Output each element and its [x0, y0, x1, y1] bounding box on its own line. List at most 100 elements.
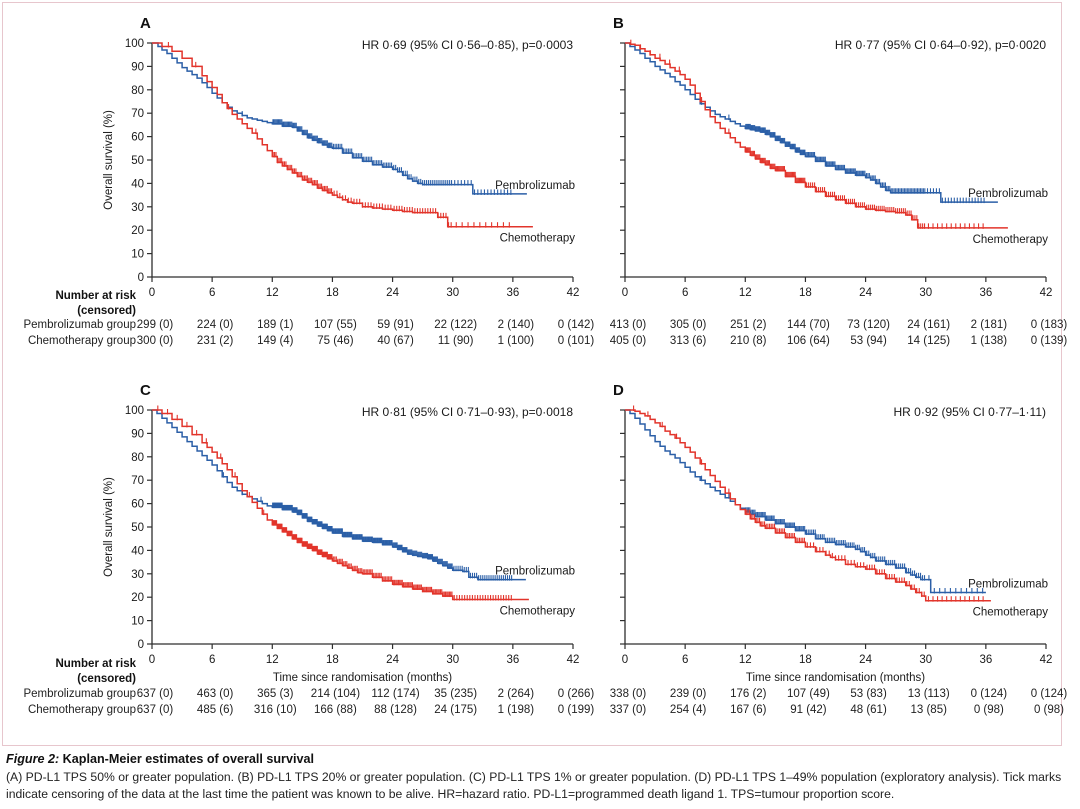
panel-D-chemotherapy-curve [625, 409, 991, 602]
x-tick-label: 36 [506, 287, 519, 299]
risk-value: 231 (2) [196, 335, 234, 347]
panel-letter: B [613, 15, 624, 32]
x-tick-label: 18 [799, 287, 812, 299]
risk-value: 1 (100) [497, 335, 535, 347]
risk-value: 214 (104) [310, 688, 361, 700]
risk-value: 48 (61) [850, 704, 887, 716]
hr-annotation: HR 0·77 (95% CI 0·64–0·92), p=0·0020 [835, 38, 1046, 52]
risk-header-line1: Number at risk [55, 290, 136, 302]
x-tick-label: 42 [1040, 654, 1053, 666]
risk-value: 239 (0) [669, 688, 707, 700]
x-tick-label: 36 [979, 287, 992, 299]
y-tick-label: 40 [131, 178, 144, 190]
risk-value: 637 (0) [136, 688, 174, 700]
x-tick-label: 30 [446, 654, 459, 666]
risk-value: 73 (120) [847, 319, 890, 331]
risk-value: 0 (98) [1033, 704, 1065, 716]
hr-annotation: HR 0·69 (95% CI 0·56–0·85), p=0·0003 [362, 38, 573, 52]
risk-value: 337 (0) [609, 704, 647, 716]
x-tick-label: 6 [682, 654, 688, 666]
x-axis-title: Time since randomisation (months) [746, 672, 925, 684]
x-tick-label: 0 [149, 287, 155, 299]
caption-title-text: Kaplan-Meier estimates of overall surviv… [59, 752, 314, 766]
risk-value: 251 (2) [730, 319, 767, 331]
x-tick-label: 6 [209, 287, 215, 299]
x-tick-label: 24 [386, 287, 399, 299]
curve-label-pembrolizumab: Pembrolizumab [495, 180, 575, 192]
risk-value: 299 (0) [136, 319, 174, 331]
risk-value: 88 (128) [374, 704, 417, 716]
figure-caption: Figure 2: Kaplan-Meier estimates of over… [6, 751, 1074, 802]
risk-value: 106 (64) [787, 335, 830, 347]
risk-value: 24 (175) [434, 704, 478, 716]
risk-value: 0 (124) [1030, 688, 1068, 700]
panel-B-chemotherapy-curve [625, 42, 1008, 229]
risk-value: 75 (46) [317, 335, 354, 347]
panel-letter: D [613, 382, 624, 399]
risk-row-label: Chemotherapy group [27, 704, 136, 716]
x-tick-label: 36 [506, 654, 519, 666]
risk-value: 0 (101) [557, 335, 595, 347]
risk-value: 22 (122) [434, 319, 478, 331]
risk-value: 40 (67) [377, 335, 414, 347]
x-tick-label: 6 [682, 287, 688, 299]
x-tick-label: 12 [266, 654, 279, 666]
risk-value: 305 (0) [669, 319, 707, 331]
x-tick-label: 0 [149, 654, 155, 666]
y-tick-label: 60 [131, 132, 144, 144]
y-tick-label: 100 [125, 405, 144, 417]
y-tick-label: 0 [138, 639, 144, 651]
risk-value: 2 (264) [497, 688, 535, 700]
risk-value: 1 (198) [497, 704, 535, 716]
y-tick-label: 60 [131, 499, 144, 511]
risk-value: 0 (124) [970, 688, 1008, 700]
y-tick-label: 20 [131, 592, 144, 604]
hr-annotation: HR 0·81 (95% CI 0·71–0·93), p=0·0018 [362, 405, 573, 419]
risk-value: 2 (140) [497, 319, 535, 331]
caption-body: (A) PD-L1 TPS 50% or greater population.… [6, 770, 1062, 801]
x-tick-label: 24 [859, 287, 872, 299]
risk-value: 637 (0) [136, 704, 174, 716]
x-tick-label: 0 [622, 654, 628, 666]
risk-value: 405 (0) [609, 335, 647, 347]
risk-value: 107 (49) [787, 688, 830, 700]
y-tick-label: 0 [138, 272, 144, 284]
y-tick-label: 70 [131, 108, 144, 120]
risk-value: 149 (4) [257, 335, 294, 347]
y-tick-label: 70 [131, 475, 144, 487]
y-tick-label: 10 [131, 249, 144, 261]
risk-value: 13 (85) [910, 704, 947, 716]
risk-value: 14 (125) [907, 335, 951, 347]
panel-B-pembrolizumab-curve [625, 42, 998, 203]
x-tick-label: 18 [326, 287, 339, 299]
y-tick-label: 80 [131, 452, 144, 464]
x-axis-title: Time since randomisation (months) [273, 672, 452, 684]
risk-value: 0 (142) [557, 319, 595, 331]
y-tick-label: 50 [131, 155, 144, 167]
y-tick-label: 90 [131, 61, 144, 73]
y-axis-title: Overall survival (%) [103, 110, 115, 210]
risk-value: 0 (266) [557, 688, 595, 700]
risk-value: 210 (8) [730, 335, 767, 347]
risk-value: 112 (174) [371, 688, 420, 700]
risk-value: 300 (0) [136, 335, 174, 347]
y-tick-label: 50 [131, 522, 144, 534]
panel-C-pembrolizumab-curve [152, 409, 526, 581]
x-tick-label: 12 [266, 287, 279, 299]
x-tick-label: 24 [859, 654, 872, 666]
risk-value: 176 (2) [730, 688, 767, 700]
panel-letter: A [140, 15, 151, 32]
risk-value: 107 (55) [314, 319, 357, 331]
risk-value: 254 (4) [669, 704, 707, 716]
risk-value: 485 (6) [196, 704, 234, 716]
panel-letter: C [140, 382, 151, 399]
curve-label-chemotherapy: Chemotherapy [973, 607, 1049, 619]
risk-value: 24 (161) [907, 319, 951, 331]
risk-value: 1 (138) [970, 335, 1008, 347]
curve-label-chemotherapy: Chemotherapy [500, 606, 576, 618]
figure-number-label: Figure 2: [6, 752, 60, 766]
curve-label-chemotherapy: Chemotherapy [973, 234, 1049, 246]
risk-value: 53 (94) [850, 335, 887, 347]
y-tick-label: 100 [125, 38, 144, 50]
